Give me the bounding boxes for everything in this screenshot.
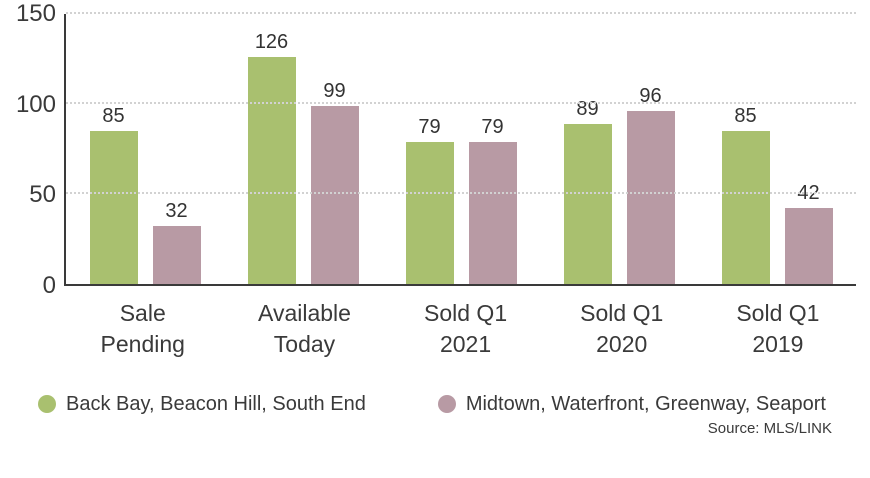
bar-value-label: 99 xyxy=(323,79,346,102)
plot-area: 85 32 126 99 79 79 89 96 85 42 xyxy=(64,12,856,286)
bar-value-label: 79 xyxy=(418,115,441,138)
bar-wrap: 126 xyxy=(247,14,296,284)
legend-marker-series-2 xyxy=(437,395,456,414)
bar-value-label: 96 xyxy=(639,85,662,108)
y-tick-label: 100 xyxy=(15,90,56,118)
bar-wrap: 79 xyxy=(468,14,517,284)
bar-series-2 xyxy=(468,141,517,284)
legend-label-series-2: Midtown, Waterfront, Greenway, Seaport xyxy=(465,393,826,416)
legend-item: Midtown, Waterfront, Greenway, Seaport xyxy=(437,393,826,416)
bar-wrap: 99 xyxy=(310,14,359,284)
x-axis-label: Available Today xyxy=(258,300,351,358)
bar-series-1 xyxy=(405,141,454,284)
bar-group: 79 79 xyxy=(405,14,517,284)
legend-marker-series-1 xyxy=(38,395,57,414)
y-tick-label: 0 xyxy=(42,272,56,299)
x-axis-label: Sold Q1 2021 xyxy=(424,300,508,358)
bar-wrap: 79 xyxy=(405,14,454,284)
bar-group: 126 99 xyxy=(247,14,359,284)
y-tick-label: 50 xyxy=(29,181,56,209)
bar-series-2 xyxy=(152,226,201,284)
bar-wrap: 96 xyxy=(626,14,675,284)
bar-series-2 xyxy=(784,208,833,284)
bar-value-label: 79 xyxy=(481,115,504,138)
bar-wrap: 85 xyxy=(89,14,138,284)
bar-value-label: 32 xyxy=(165,200,188,223)
source-note: Source: MLS/LINK xyxy=(707,420,832,438)
bar-series-1 xyxy=(563,123,612,284)
bar-series-1 xyxy=(89,131,138,284)
bar-series-2 xyxy=(626,111,675,284)
gridline xyxy=(66,192,856,194)
bar-value-label: 85 xyxy=(734,105,757,127)
bar-wrap: 42 xyxy=(784,14,833,284)
x-axis-label: Sold Q1 2020 xyxy=(580,300,664,358)
chart-body: 0 50 100 150 85 32 126 99 79 79 89 96 85 42 xyxy=(8,2,856,298)
bar-series-2 xyxy=(310,105,359,284)
gridline xyxy=(66,12,856,14)
bar-group: 85 42 xyxy=(721,14,833,284)
bar-wrap: 32 xyxy=(152,14,201,284)
x-axis-label: Sale Pending xyxy=(100,300,185,358)
gridline xyxy=(66,102,856,104)
y-tick-label: 150 xyxy=(15,0,56,27)
legend-label-series-1: Back Bay, Beacon Hill, South End xyxy=(66,393,366,416)
x-axis-label: Sold Q1 2019 xyxy=(736,300,820,358)
legend: Back Bay, Beacon Hill, South End Midtown… xyxy=(8,394,856,414)
bar-wrap: 85 xyxy=(721,14,770,284)
bar-wrap: 89 xyxy=(563,14,612,284)
y-axis: 0 50 100 150 xyxy=(8,2,64,298)
bar-value-label: 85 xyxy=(102,105,125,127)
bar-value-label: 126 xyxy=(254,31,289,54)
x-axis: Sale Pending Available Today Sold Q1 2021 S… xyxy=(64,286,856,360)
bar-series-1 xyxy=(247,57,296,284)
bars-row: 85 32 126 99 79 79 89 96 85 42 xyxy=(66,14,856,284)
legend-item: Back Bay, Beacon Hill, South End xyxy=(38,394,366,414)
bar-series-1 xyxy=(721,131,770,284)
bar-group: 85 32 xyxy=(89,14,201,284)
bar-group: 89 96 xyxy=(563,14,675,284)
